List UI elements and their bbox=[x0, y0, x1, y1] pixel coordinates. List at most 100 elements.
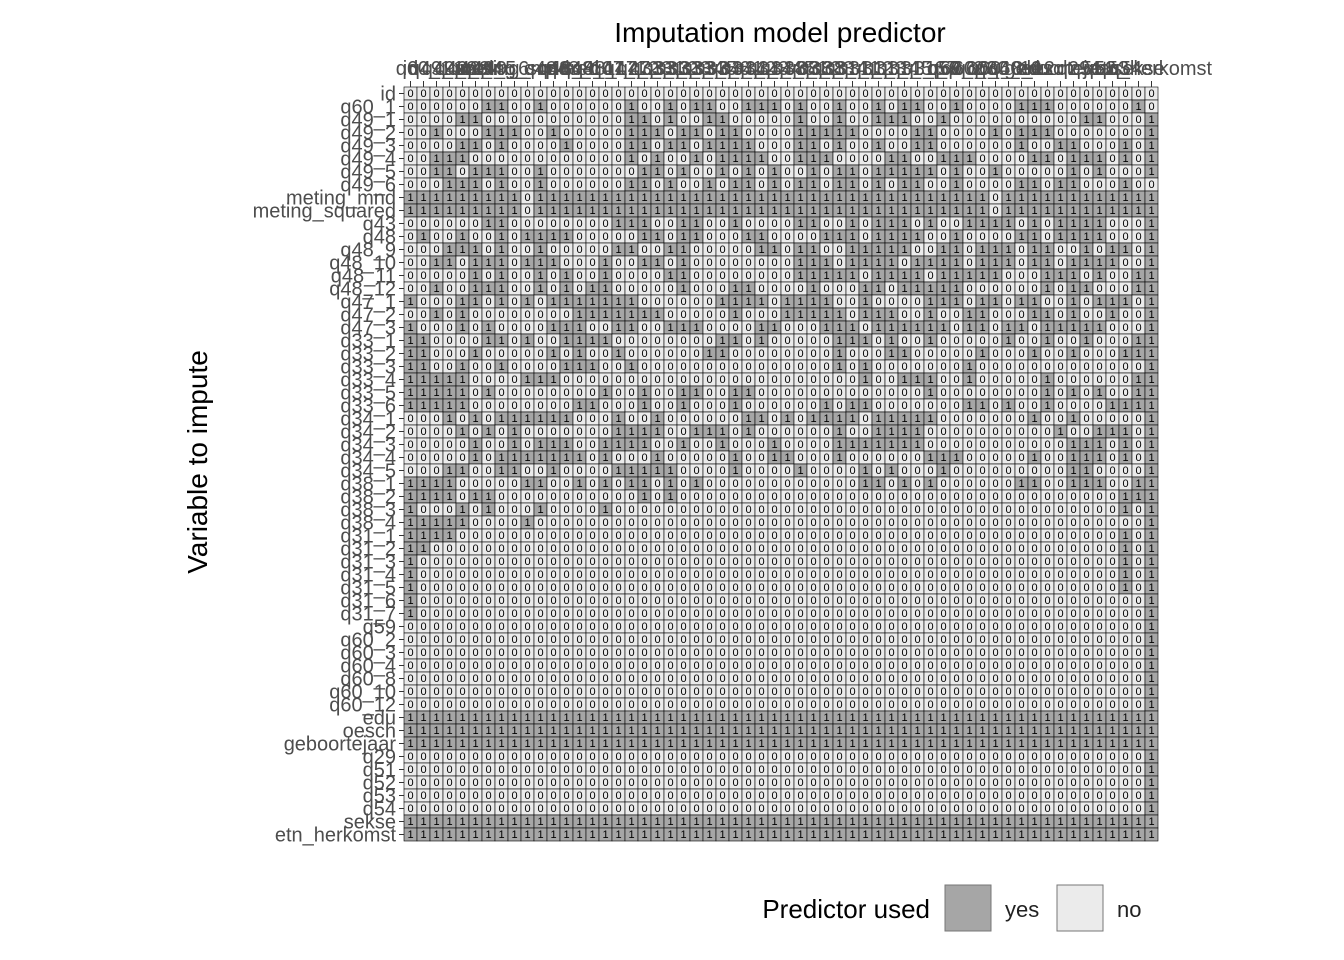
heatmap-cell-label: 0 bbox=[615, 361, 621, 373]
heatmap-cell-label: 0 bbox=[420, 322, 426, 334]
heatmap-cell-label: 0 bbox=[771, 153, 777, 165]
heatmap-cell-label: 1 bbox=[602, 335, 608, 347]
heatmap-cell-label: 1 bbox=[1044, 400, 1050, 412]
heatmap-cell-label: 1 bbox=[641, 257, 647, 269]
heatmap-cell-label: 1 bbox=[420, 387, 426, 399]
heatmap-cell-label: 1 bbox=[1005, 257, 1011, 269]
heatmap-cell-label: 0 bbox=[719, 413, 725, 425]
heatmap-cell-label: 0 bbox=[823, 166, 829, 178]
heatmap-cell-label: 1 bbox=[836, 426, 842, 438]
heatmap-cell-label: 0 bbox=[1083, 179, 1089, 191]
heatmap-cell-label: 1 bbox=[1135, 192, 1141, 204]
heatmap-cell-label: 0 bbox=[706, 335, 712, 347]
heatmap-cell-label: 1 bbox=[927, 218, 933, 230]
heatmap-cell-label: 0 bbox=[498, 309, 504, 321]
heatmap-cell-label: 1 bbox=[563, 231, 569, 243]
heatmap-cell-label: 1 bbox=[836, 413, 842, 425]
heatmap-cell-label: 1 bbox=[992, 270, 998, 282]
heatmap-cell-label: 1 bbox=[823, 322, 829, 334]
heatmap-cell-label: 0 bbox=[511, 361, 517, 373]
heatmap-cell-label: 1 bbox=[641, 140, 647, 152]
heatmap-cell-label: 0 bbox=[589, 413, 595, 425]
heatmap-cell-label: 1 bbox=[628, 192, 634, 204]
heatmap-cell-label: 1 bbox=[628, 114, 634, 126]
heatmap-cell-label: 1 bbox=[810, 153, 816, 165]
heatmap-cell-label: 1 bbox=[1148, 114, 1154, 126]
heatmap-cell-label: 1 bbox=[641, 179, 647, 191]
heatmap-cell-label: 0 bbox=[1018, 153, 1024, 165]
heatmap-cell-label: 1 bbox=[862, 283, 868, 295]
heatmap-cell-label: 0 bbox=[420, 88, 426, 100]
heatmap-cell-label: 1 bbox=[823, 205, 829, 217]
heatmap-cell-label: 1 bbox=[537, 439, 543, 451]
heatmap-cell-label: 0 bbox=[537, 322, 543, 334]
heatmap-cell-label: 0 bbox=[628, 88, 634, 100]
heatmap-cell-label: 1 bbox=[836, 231, 842, 243]
heatmap-cell-label: 0 bbox=[836, 400, 842, 412]
heatmap-cell-label: 0 bbox=[940, 140, 946, 152]
heatmap-cell-label: 0 bbox=[1083, 361, 1089, 373]
heatmap-cell-label: 0 bbox=[797, 283, 803, 295]
heatmap-cell-label: 1 bbox=[654, 257, 660, 269]
heatmap-cell-label: 0 bbox=[615, 179, 621, 191]
heatmap-cell-label: 0 bbox=[485, 309, 491, 321]
heatmap-cell-label: 1 bbox=[498, 413, 504, 425]
heatmap-cell-label: 0 bbox=[745, 439, 751, 451]
heatmap-cell-label: 0 bbox=[940, 387, 946, 399]
heatmap-cell-label: 0 bbox=[524, 179, 530, 191]
heatmap-cell-label: 0 bbox=[784, 426, 790, 438]
heatmap-cell-label: 0 bbox=[654, 283, 660, 295]
heatmap-cell-label: 1 bbox=[1148, 296, 1154, 308]
heatmap-cell-label: 0 bbox=[498, 374, 504, 386]
heatmap-cell-label: 0 bbox=[914, 88, 920, 100]
heatmap-cell-label: 0 bbox=[667, 153, 673, 165]
heatmap-cell-label: 0 bbox=[485, 296, 491, 308]
heatmap-cell-label: 1 bbox=[849, 257, 855, 269]
heatmap-cell-label: 0 bbox=[433, 270, 439, 282]
heatmap-cell-label: 1 bbox=[758, 296, 764, 308]
heatmap-cell-label: 0 bbox=[485, 270, 491, 282]
heatmap-cell-label: 0 bbox=[875, 348, 881, 360]
heatmap-cell-label: 1 bbox=[797, 179, 803, 191]
heatmap-cell-label: 0 bbox=[563, 374, 569, 386]
heatmap-cell-label: 0 bbox=[979, 283, 985, 295]
heatmap-cell-label: 0 bbox=[784, 257, 790, 269]
heatmap-cell-label: 1 bbox=[407, 192, 413, 204]
heatmap-cell-label: 0 bbox=[1070, 361, 1076, 373]
heatmap-cell-label: 0 bbox=[446, 452, 452, 464]
heatmap-cell-label: 0 bbox=[1057, 244, 1063, 256]
heatmap-cell-label: 0 bbox=[953, 413, 959, 425]
heatmap-cell-label: 1 bbox=[602, 192, 608, 204]
heatmap-cell-label: 1 bbox=[563, 361, 569, 373]
heatmap-cell-label: 0 bbox=[667, 283, 673, 295]
heatmap-cell-label: 1 bbox=[875, 166, 881, 178]
heatmap-cell-label: 0 bbox=[979, 166, 985, 178]
heatmap-cell-label: 1 bbox=[524, 296, 530, 308]
heatmap-cell-label: 0 bbox=[1122, 283, 1128, 295]
heatmap-cell-label: 0 bbox=[732, 231, 738, 243]
heatmap-cell-label: 0 bbox=[1057, 127, 1063, 139]
heatmap-cell-label: 1 bbox=[602, 205, 608, 217]
heatmap-cell-label: 1 bbox=[446, 413, 452, 425]
heatmap-cell-label: 0 bbox=[459, 101, 465, 113]
heatmap-cell-label: 1 bbox=[1005, 400, 1011, 412]
heatmap-cell-label: 1 bbox=[654, 127, 660, 139]
heatmap-cell-label: 1 bbox=[979, 205, 985, 217]
heatmap-cell-label: 0 bbox=[992, 335, 998, 347]
heatmap-cell-label: 0 bbox=[706, 309, 712, 321]
heatmap-cell-label: 0 bbox=[862, 140, 868, 152]
heatmap-cell-label: 0 bbox=[1018, 309, 1024, 321]
heatmap-cell-label: 1 bbox=[706, 140, 712, 152]
heatmap-cell-label: 0 bbox=[498, 400, 504, 412]
heatmap-cell-label: 1 bbox=[1031, 179, 1037, 191]
heatmap-cell-label: 0 bbox=[940, 127, 946, 139]
heatmap-cell-label: 1 bbox=[836, 309, 842, 321]
heatmap-cell-label: 0 bbox=[407, 101, 413, 113]
heatmap-cell-label: 0 bbox=[745, 322, 751, 334]
heatmap-cell-label: 1 bbox=[1135, 270, 1141, 282]
heatmap-cell-label: 0 bbox=[758, 387, 764, 399]
heatmap-cell-label: 1 bbox=[901, 101, 907, 113]
heatmap-cell-label: 0 bbox=[1005, 361, 1011, 373]
heatmap-cell-label: 0 bbox=[693, 348, 699, 360]
heatmap-cell-label: 0 bbox=[719, 283, 725, 295]
